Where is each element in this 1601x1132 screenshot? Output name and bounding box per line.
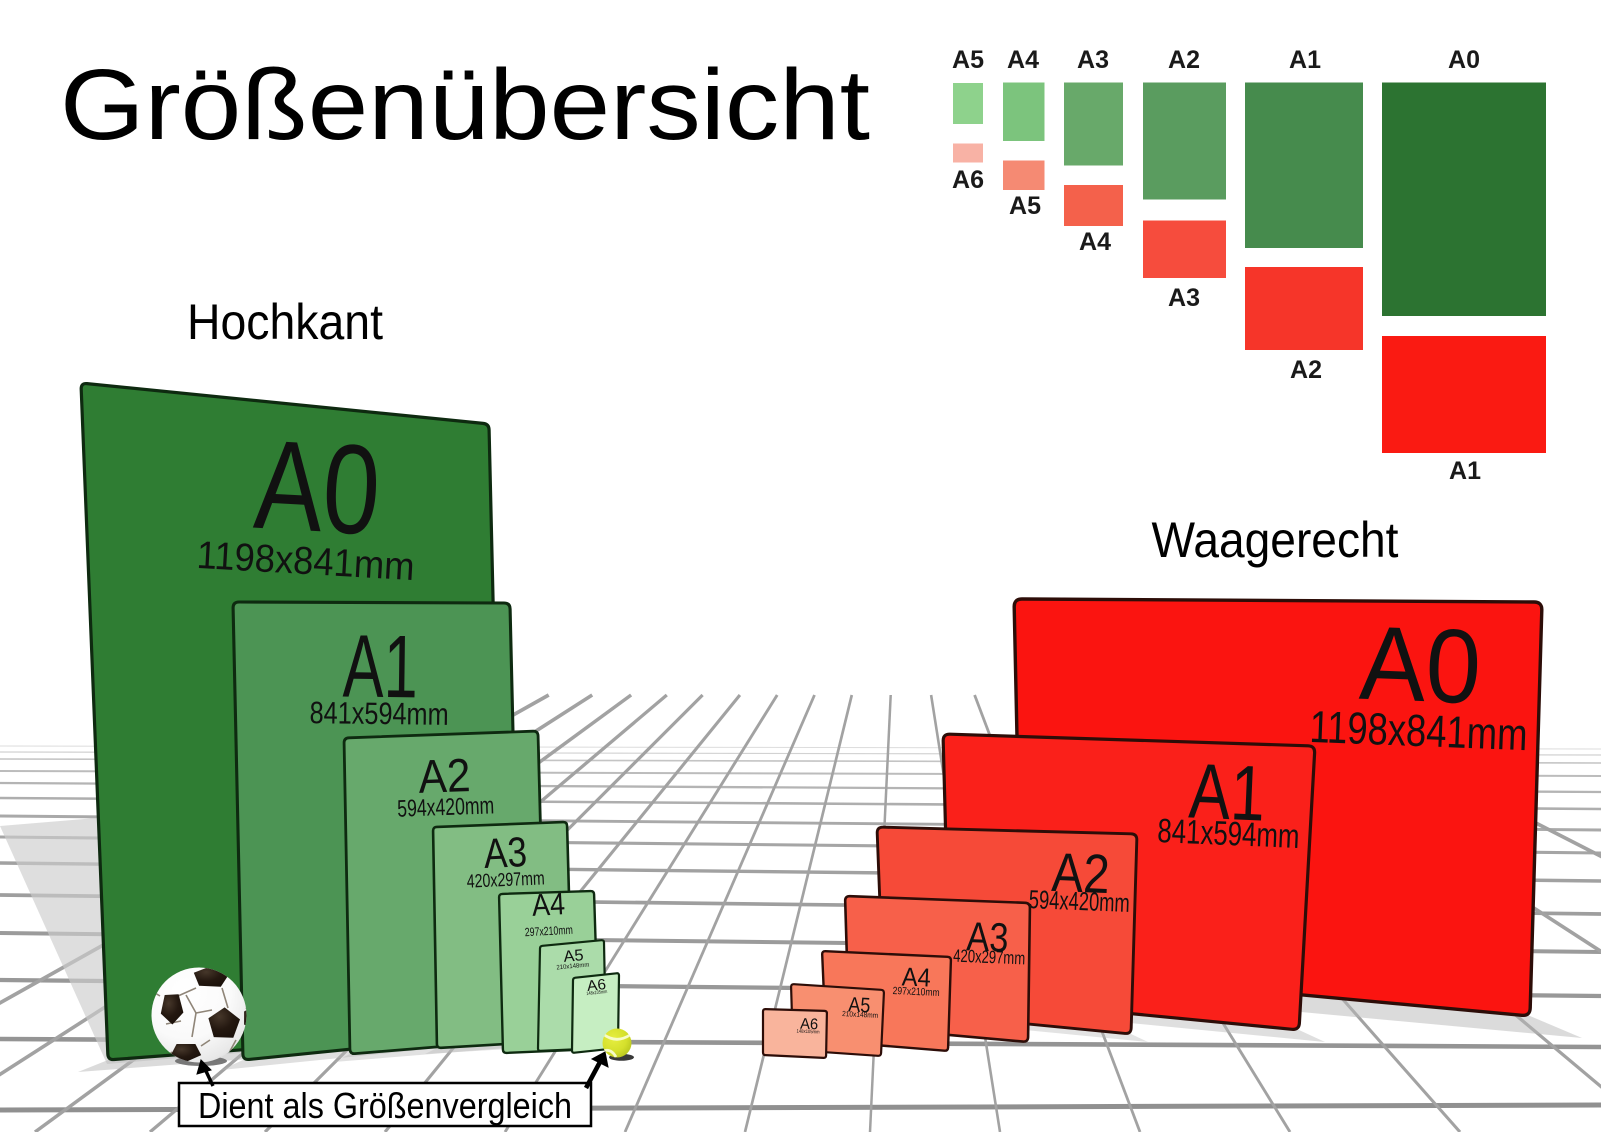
svg-text:A4: A4 <box>531 886 566 923</box>
svg-text:A1: A1 <box>1187 746 1267 837</box>
svg-text:A1: A1 <box>1449 457 1481 485</box>
svg-text:594x420mm: 594x420mm <box>397 792 495 822</box>
svg-text:A0: A0 <box>251 413 384 562</box>
svg-text:Waagerecht: Waagerecht <box>1152 512 1399 568</box>
svg-text:420x297mm: 420x297mm <box>466 868 545 892</box>
svg-text:297x210mm: 297x210mm <box>524 923 573 939</box>
svg-text:A2: A2 <box>418 748 472 803</box>
svg-text:210x148mm: 210x148mm <box>556 962 589 972</box>
svg-text:1198x841mm: 1198x841mm <box>1309 701 1529 760</box>
svg-text:A4: A4 <box>1079 228 1111 256</box>
svg-text:A6: A6 <box>800 1016 819 1034</box>
svg-text:Dient als Größenvergleich: Dient als Größenvergleich <box>198 1085 572 1126</box>
svg-text:841x594mm: 841x594mm <box>1157 812 1300 856</box>
svg-text:A2: A2 <box>1290 356 1322 384</box>
svg-text:A1: A1 <box>342 616 418 717</box>
svg-text:148x105mm: 148x105mm <box>796 1029 819 1036</box>
svg-text:297x210mm: 297x210mm <box>892 985 940 999</box>
svg-text:A5: A5 <box>848 993 871 1017</box>
svg-text:Größenübersicht: Größenübersicht <box>60 49 870 161</box>
svg-text:A2: A2 <box>1051 841 1111 905</box>
svg-text:A6: A6 <box>952 166 984 194</box>
svg-text:Hochkant: Hochkant <box>187 294 383 350</box>
svg-text:A5: A5 <box>952 46 984 74</box>
svg-text:A3: A3 <box>1168 284 1200 312</box>
svg-text:A4: A4 <box>901 961 931 992</box>
svg-text:A5: A5 <box>1009 192 1041 220</box>
svg-text:594x420mm: 594x420mm <box>1028 884 1130 918</box>
svg-text:A3: A3 <box>483 828 528 877</box>
svg-text:A0: A0 <box>1448 46 1480 74</box>
svg-text:A0: A0 <box>1358 605 1483 727</box>
svg-text:841x594mm: 841x594mm <box>309 695 448 732</box>
svg-text:A2: A2 <box>1168 46 1200 74</box>
svg-text:A5: A5 <box>563 947 585 966</box>
svg-text:420x297mm: 420x297mm <box>953 946 1026 969</box>
svg-text:148x105mm: 148x105mm <box>586 989 608 997</box>
svg-text:210x148mm: 210x148mm <box>842 1009 878 1020</box>
svg-text:A4: A4 <box>1007 46 1039 74</box>
svg-text:A1: A1 <box>1289 46 1321 74</box>
svg-text:A3: A3 <box>966 913 1010 961</box>
svg-text:A3: A3 <box>1077 46 1109 74</box>
svg-text:A6: A6 <box>586 976 607 995</box>
